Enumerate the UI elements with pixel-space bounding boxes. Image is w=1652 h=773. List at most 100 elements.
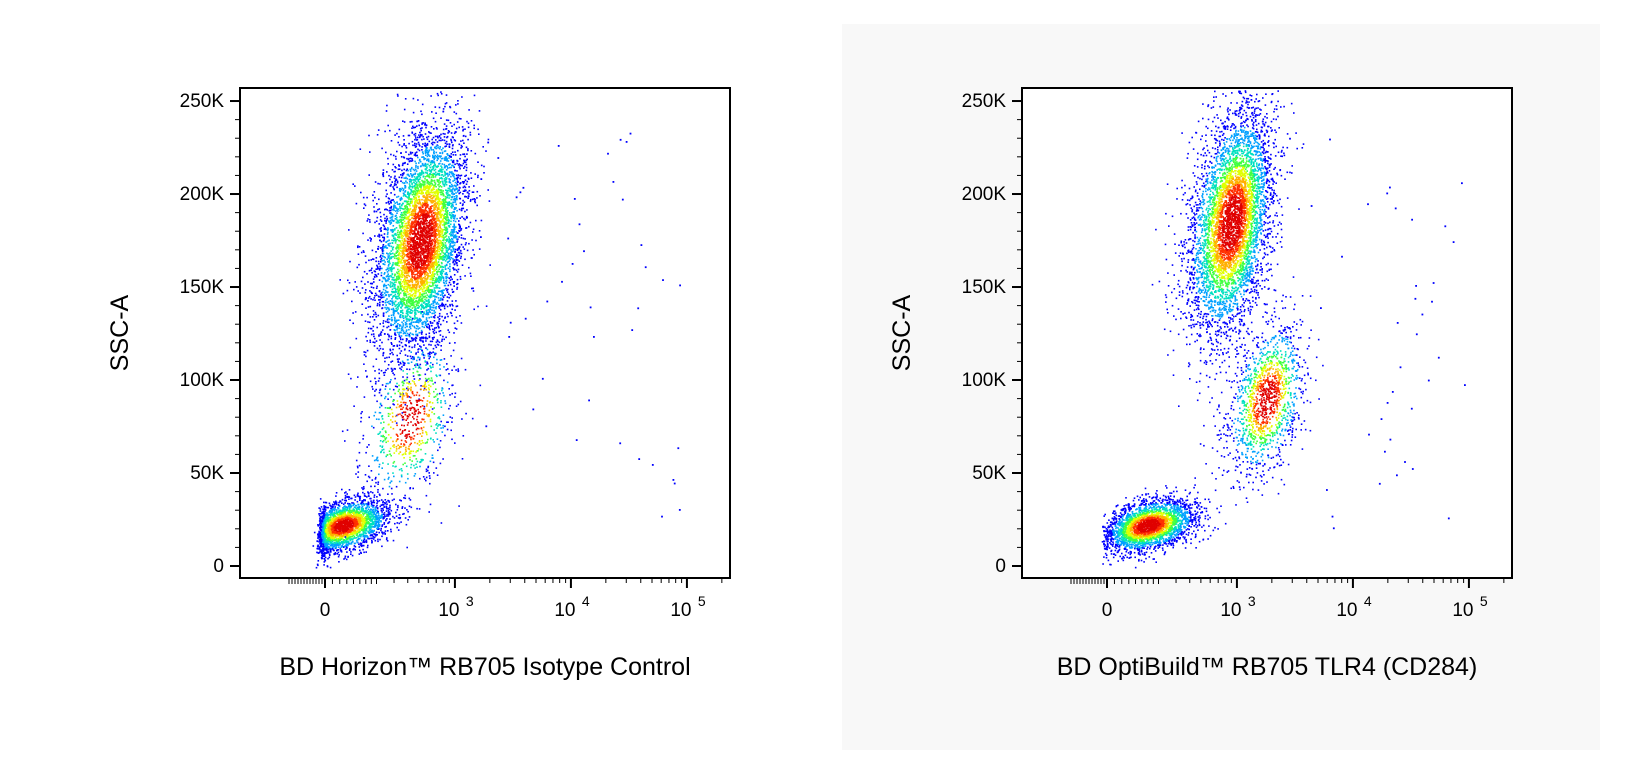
event-dot <box>429 224 432 227</box>
event-dot <box>387 163 389 165</box>
event-dot <box>341 488 343 491</box>
event-dot <box>359 519 361 521</box>
event-dot <box>428 140 431 143</box>
event-dot <box>333 501 335 503</box>
event-dot <box>350 551 352 553</box>
event-dot <box>423 227 425 229</box>
event-dot <box>432 245 435 248</box>
event-dot <box>441 291 444 293</box>
event-dot <box>326 539 329 541</box>
event-dot <box>325 541 328 543</box>
event-dot <box>359 542 362 545</box>
event-dot <box>414 314 416 317</box>
event-dot <box>355 517 358 520</box>
event-dot <box>397 506 399 509</box>
event-dot <box>345 544 348 546</box>
event-dot <box>407 169 409 172</box>
event-dot <box>389 508 391 510</box>
event-dot <box>415 280 417 283</box>
event-dot <box>381 250 384 253</box>
event-dot <box>396 526 398 529</box>
event-dot <box>327 542 330 545</box>
event-dot <box>353 547 355 550</box>
event-dot <box>331 513 333 516</box>
event-dot <box>352 548 354 551</box>
event-dot <box>434 171 437 174</box>
event-dot <box>417 99 419 101</box>
event-dot <box>449 279 452 281</box>
plot-panel-isotype: 0 50K 100K 150K 200K 250K 0 10 3 10 4 10 5 BD Horizon… <box>60 24 780 712</box>
event-dot <box>450 166 452 169</box>
event-dot <box>404 185 407 188</box>
event-dot <box>317 533 319 535</box>
event-dot <box>326 537 329 540</box>
event-dot <box>405 151 407 153</box>
event-dot <box>411 283 414 286</box>
event-dot <box>388 318 391 321</box>
event-dot <box>322 541 324 543</box>
event-dot <box>410 265 413 267</box>
event-dot <box>411 151 414 154</box>
event-dot <box>442 292 444 294</box>
event-dot <box>411 265 414 267</box>
event-dot <box>372 515 375 518</box>
event-dot <box>435 156 438 158</box>
event-dot <box>335 500 337 503</box>
event-dot <box>426 136 428 139</box>
event-dot <box>316 551 318 554</box>
event-dot <box>437 179 440 182</box>
event-dot <box>338 534 340 537</box>
event-dot <box>371 515 374 517</box>
event-dot <box>404 321 407 324</box>
event-dot <box>433 275 435 277</box>
event-dot <box>345 500 347 502</box>
event-dot <box>323 518 325 520</box>
event-dot <box>340 512 342 515</box>
event-dot <box>364 291 367 294</box>
event-dot <box>333 517 336 520</box>
event-dot <box>364 530 367 532</box>
event-dot <box>411 225 413 228</box>
event-dot <box>320 523 323 525</box>
event-dot <box>478 133 480 135</box>
event-dot <box>369 531 371 533</box>
event-dot <box>347 540 350 543</box>
event-dot <box>345 509 348 511</box>
event-dot <box>368 321 371 324</box>
event-dot <box>364 523 367 526</box>
event-dot <box>436 135 439 138</box>
event-dot <box>331 508 333 511</box>
event-dot <box>390 487 393 490</box>
event-dot <box>444 157 447 159</box>
event-dot <box>330 505 333 508</box>
event-dot <box>356 522 358 525</box>
event-dot <box>432 141 434 144</box>
event-dot <box>361 501 364 504</box>
event-dot <box>396 303 399 306</box>
event-dot <box>426 201 429 204</box>
event-dot <box>434 248 436 250</box>
event-dot <box>389 284 391 287</box>
event-dot <box>444 268 447 270</box>
event-dot <box>428 270 431 273</box>
event-dot <box>385 280 387 283</box>
event-dot <box>321 555 324 557</box>
event-dot <box>404 507 406 509</box>
event-dot <box>317 552 320 554</box>
event-dot <box>344 523 347 525</box>
event-dot <box>464 155 466 158</box>
event-dot <box>360 515 363 517</box>
event-dot <box>354 548 356 551</box>
event-dot <box>447 315 449 318</box>
event-dot <box>429 207 432 210</box>
event-dot <box>400 285 403 288</box>
event-dot <box>423 290 425 293</box>
event-dot <box>448 201 451 203</box>
event-dot <box>320 529 322 531</box>
event-dot <box>357 506 359 509</box>
event-dot <box>441 231 444 233</box>
event-dot <box>387 260 389 263</box>
event-dot <box>360 513 362 516</box>
event-dot <box>355 534 358 537</box>
event-dot <box>319 539 321 541</box>
